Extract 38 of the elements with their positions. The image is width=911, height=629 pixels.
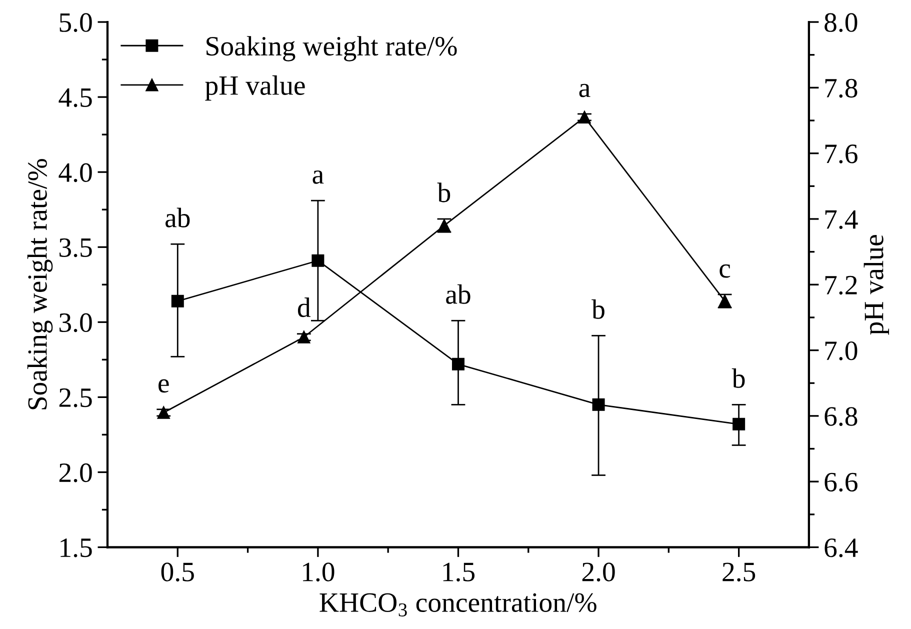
y2-tick-label: 7.2 <box>825 276 857 295</box>
y2-tick-label: 6.8 <box>824 407 858 426</box>
data-label: b <box>437 182 450 202</box>
legend-label: Soaking weight rate/% <box>206 36 457 62</box>
x-tick-label: 1.0 <box>303 562 334 582</box>
data-label: ab <box>166 208 190 228</box>
y-tick-label: 3.0 <box>60 313 92 332</box>
y2-tick-label: 7.8 <box>825 78 858 98</box>
y-tick-label: 4.5 <box>58 88 92 108</box>
x-tick-label: 0.5 <box>161 562 194 582</box>
y2-axis-title: pH value <box>864 235 890 335</box>
data-label: c <box>720 264 730 278</box>
data-label: e <box>158 379 169 393</box>
y-tick-label: 3.5 <box>60 238 92 258</box>
data-label: ab <box>446 284 470 304</box>
y2-tick-label: 6.4 <box>824 538 858 558</box>
data-label: a <box>579 84 590 98</box>
x-tick-label: 2.0 <box>582 562 615 582</box>
x-axis-title: KHCO$_{3}$ concentration/% <box>320 593 596 616</box>
y2-tick-label: 6.6 <box>824 472 858 492</box>
data-label: b <box>592 299 604 319</box>
y2-tick-label: 7.4 <box>825 210 858 230</box>
y2-tick-label: 7.0 <box>825 341 858 360</box>
y-tick-label: 1.5 <box>60 538 92 558</box>
data-label: a <box>312 170 324 184</box>
x-tick-label: 1.5 <box>443 562 475 582</box>
y2-tick-label: 8.0 <box>824 13 858 32</box>
y-tick-label: 2.5 <box>59 388 92 408</box>
y-tick-label: 2.0 <box>59 463 92 482</box>
point <box>592 398 605 411</box>
y-tick-label: 4.0 <box>58 163 92 182</box>
y-tick-label: 5.0 <box>60 13 92 32</box>
x-tick-label: 2.5 <box>722 562 756 582</box>
data-label: d <box>298 298 311 318</box>
y2-tick-label: 7.6 <box>825 144 858 164</box>
y-axis-title: Soaking weight rate/% <box>27 159 53 410</box>
legend-label: pH value <box>205 75 305 101</box>
data-label: b <box>732 368 745 388</box>
